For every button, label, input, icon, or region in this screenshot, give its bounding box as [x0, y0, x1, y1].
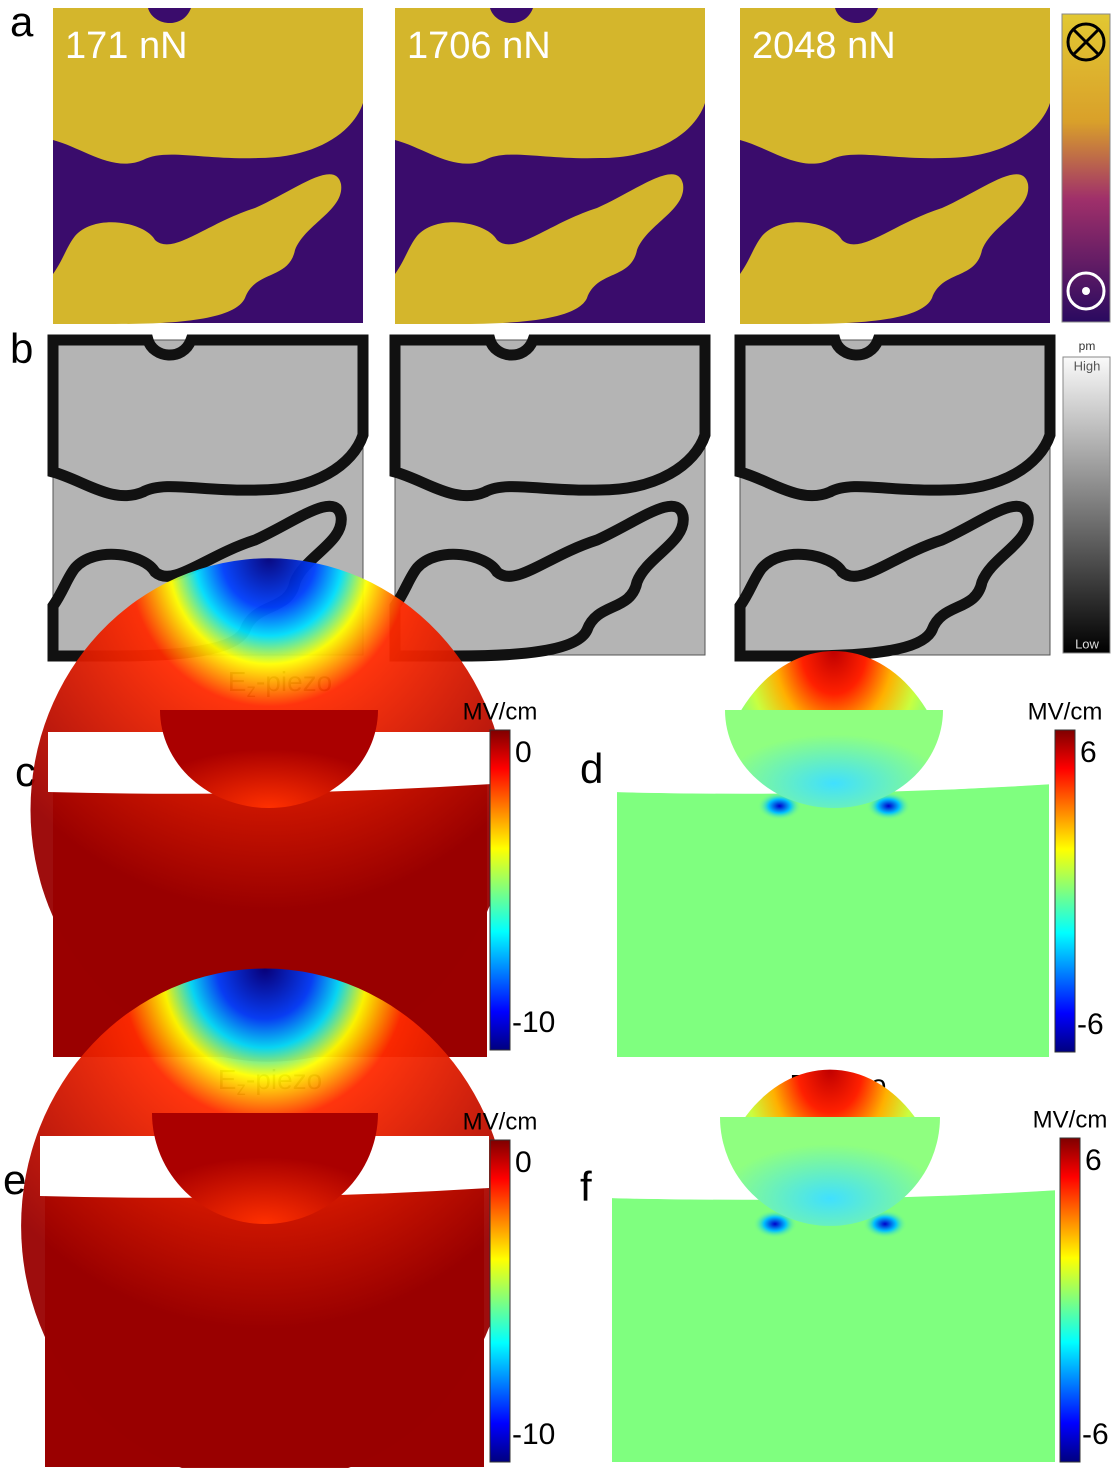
colorbar [1063, 357, 1110, 653]
figure: 171 nN1706 nN2048 nNabpmHighLowcEz-piezo… [0, 0, 1115, 1468]
colorbar-unit: MV/cm [463, 698, 538, 725]
panel-label: f [580, 1163, 592, 1210]
colorbar-max: 0 [515, 736, 532, 769]
colorbar-min: -10 [512, 1418, 555, 1451]
colorbar-min: -6 [1077, 1008, 1104, 1041]
colorbar-max: 0 [515, 1146, 532, 1179]
colorbar-max: 6 [1085, 1144, 1102, 1177]
force-label: 1706 nN [407, 25, 551, 67]
colorbar [490, 1140, 510, 1462]
colorbar-unit: MV/cm [463, 1108, 538, 1135]
field [715, 651, 954, 969]
force-label: 2048 nN [752, 25, 896, 67]
colorbar [1060, 1138, 1080, 1462]
background [395, 340, 705, 655]
background [740, 340, 1050, 655]
colorbar-min: -6 [1082, 1418, 1109, 1451]
panel-label: d [580, 745, 603, 792]
colorbar-unit: MV/cm [1033, 1106, 1108, 1133]
amplitude-image [740, 340, 1050, 656]
colorbar [1055, 730, 1075, 1052]
icon-out [1082, 287, 1090, 295]
panel-label: a [10, 0, 34, 45]
colorbar-high: High [1074, 358, 1101, 373]
panel-label: b [10, 325, 33, 372]
force-label: 171 nN [65, 25, 188, 67]
colorbar-low: Low [1075, 636, 1099, 651]
amplitude-image [395, 340, 705, 656]
colorbar-unit: pm [1079, 339, 1096, 353]
colorbar-min: -10 [512, 1006, 555, 1039]
colorbar-unit: MV/cm [1028, 698, 1103, 725]
colorbar [490, 730, 510, 1050]
colorbar-max: 6 [1080, 736, 1097, 769]
